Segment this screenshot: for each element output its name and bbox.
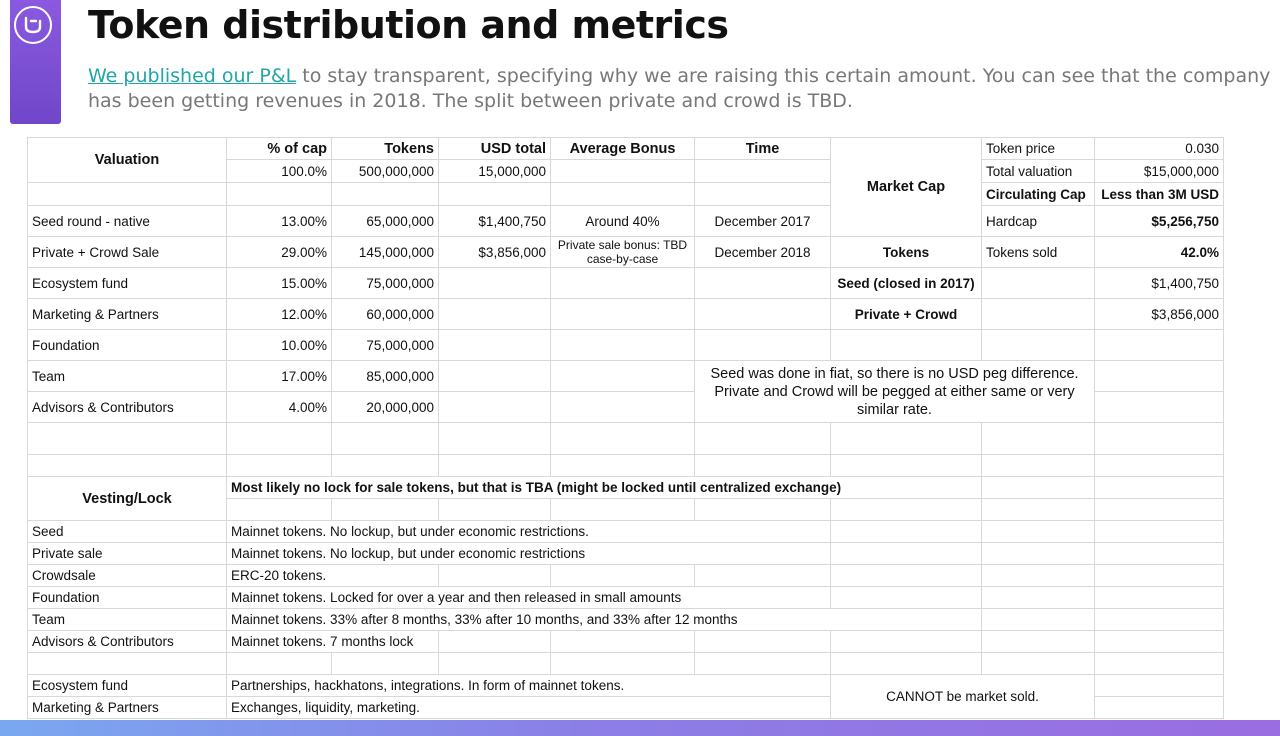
page-title: Token distribution and metrics (88, 3, 729, 47)
col-header-usd: USD total (438, 137, 551, 160)
brand-logo-tab (10, 0, 61, 124)
row-bonus: Around 40% (550, 205, 695, 237)
col-header-pct: % of cap (226, 137, 332, 160)
col-header-bonus: Average Bonus (550, 137, 695, 160)
row-name: Advisors & Contributors (27, 391, 227, 423)
row-usd: $3,856,000 (438, 236, 551, 268)
private-crowd-label: Private + Crowd (830, 298, 982, 330)
row-pct: 4.00% (226, 391, 332, 423)
seed-label: Seed (closed in 2017) (830, 267, 982, 299)
col-header-tokens: Tokens (331, 137, 439, 160)
token-price-label: Token price (981, 137, 1095, 160)
row-time: December 2017 (694, 205, 831, 237)
token-price-value: 0.030 (1094, 137, 1224, 160)
row-name: Seed round - native (27, 205, 227, 237)
total-valuation-value: $15,000,000 (1094, 159, 1224, 183)
row-name: Foundation (27, 329, 227, 361)
page-subtitle: We published our P&L to stay transparent… (88, 64, 1278, 114)
private-crowd-value: $3,856,000 (1094, 298, 1224, 330)
row-pct: 13.00% (226, 205, 332, 237)
vesting-row-name: Team (27, 608, 227, 631)
vesting-row-name: Marketing & Partners (27, 696, 227, 719)
row-tokens: 60,000,000 (331, 298, 439, 330)
tokens-sold-value: 42.0% (1094, 236, 1224, 268)
vesting-row-desc: Mainnet tokens. 33% after 8 months, 33% … (226, 608, 982, 631)
seed-value: $1,400,750 (1094, 267, 1224, 299)
peg-note: Seed was done in fiat, so there is no US… (694, 360, 1095, 423)
vesting-row-name: Advisors & Contributors (27, 630, 227, 653)
tokens-sold-label: Tokens sold (981, 236, 1095, 268)
row-name: Team (27, 360, 227, 392)
row-pct: 17.00% (226, 360, 332, 392)
vesting-row-name: Seed (27, 520, 227, 543)
row-pct: 15.00% (226, 267, 332, 299)
vesting-row-desc: Mainnet tokens. No lockup, but under eco… (226, 542, 831, 565)
row-pct: 29.00% (226, 236, 332, 268)
row-name: Private + Crowd Sale (27, 236, 227, 268)
total-valuation-label: Total valuation (981, 159, 1095, 183)
hardcap-label: Hardcap (981, 205, 1095, 237)
total-tokens: 500,000,000 (331, 159, 439, 183)
vesting-row-desc: Mainnet tokens. Locked for over a year a… (226, 586, 831, 609)
valuation-heading: Valuation (27, 137, 227, 183)
row-tokens: 65,000,000 (331, 205, 439, 237)
circulating-cap-value: Less than 3M USD (1094, 182, 1224, 206)
total-usd: 15,000,000 (438, 159, 551, 183)
row-tokens: 75,000,000 (331, 329, 439, 361)
vesting-row-name: Foundation (27, 586, 227, 609)
row-time: December 2018 (694, 236, 831, 268)
cannot-sell-note: CANNOT be market sold. (830, 674, 1095, 719)
row-usd: $1,400,750 (438, 205, 551, 237)
vesting-row-name: Ecosystem fund (27, 674, 227, 697)
vesting-row-desc: Exchanges, liquidity, marketing. (226, 696, 831, 719)
pl-link[interactable]: We published our P&L (88, 65, 297, 87)
market-cap-heading: Market Cap (830, 137, 982, 237)
row-name: Ecosystem fund (27, 267, 227, 299)
total-pct: 100.0% (226, 159, 332, 183)
col-header-time: Time (694, 137, 831, 160)
vesting-row-desc: Partnerships, hackhatons, integrations. … (226, 674, 831, 697)
vesting-heading: Vesting/Lock (27, 476, 227, 521)
row-tokens: 145,000,000 (331, 236, 439, 268)
vesting-row-name: Crowdsale (27, 564, 227, 587)
row-name: Marketing & Partners (27, 298, 227, 330)
vesting-row-desc: ERC-20 tokens. (226, 564, 439, 587)
vesting-row-desc: Mainnet tokens. 7 months lock (226, 630, 439, 653)
row-tokens: 85,000,000 (331, 360, 439, 392)
tokens-heading: Tokens (830, 236, 982, 268)
brand-logo-icon (14, 6, 52, 44)
row-tokens: 75,000,000 (331, 267, 439, 299)
circulating-cap-label: Circulating Cap (981, 182, 1095, 206)
vesting-row-desc: Mainnet tokens. No lockup, but under eco… (226, 520, 831, 543)
vesting-summary: Most likely no lock for sale tokens, but… (226, 476, 982, 499)
subtitle-text: to stay transparent, specifying why we a… (88, 65, 1271, 112)
row-pct: 12.00% (226, 298, 332, 330)
footer-gradient-bar (0, 720, 1280, 736)
row-tokens: 20,000,000 (331, 391, 439, 423)
vesting-row-name: Private sale (27, 542, 227, 565)
hardcap-value: $5,256,750 (1094, 205, 1224, 237)
token-metrics-table: Valuation % of cap Tokens USD total Aver… (27, 137, 1224, 719)
row-pct: 10.00% (226, 329, 332, 361)
row-bonus: Private sale bonus: TBD case-by-case (550, 236, 695, 268)
